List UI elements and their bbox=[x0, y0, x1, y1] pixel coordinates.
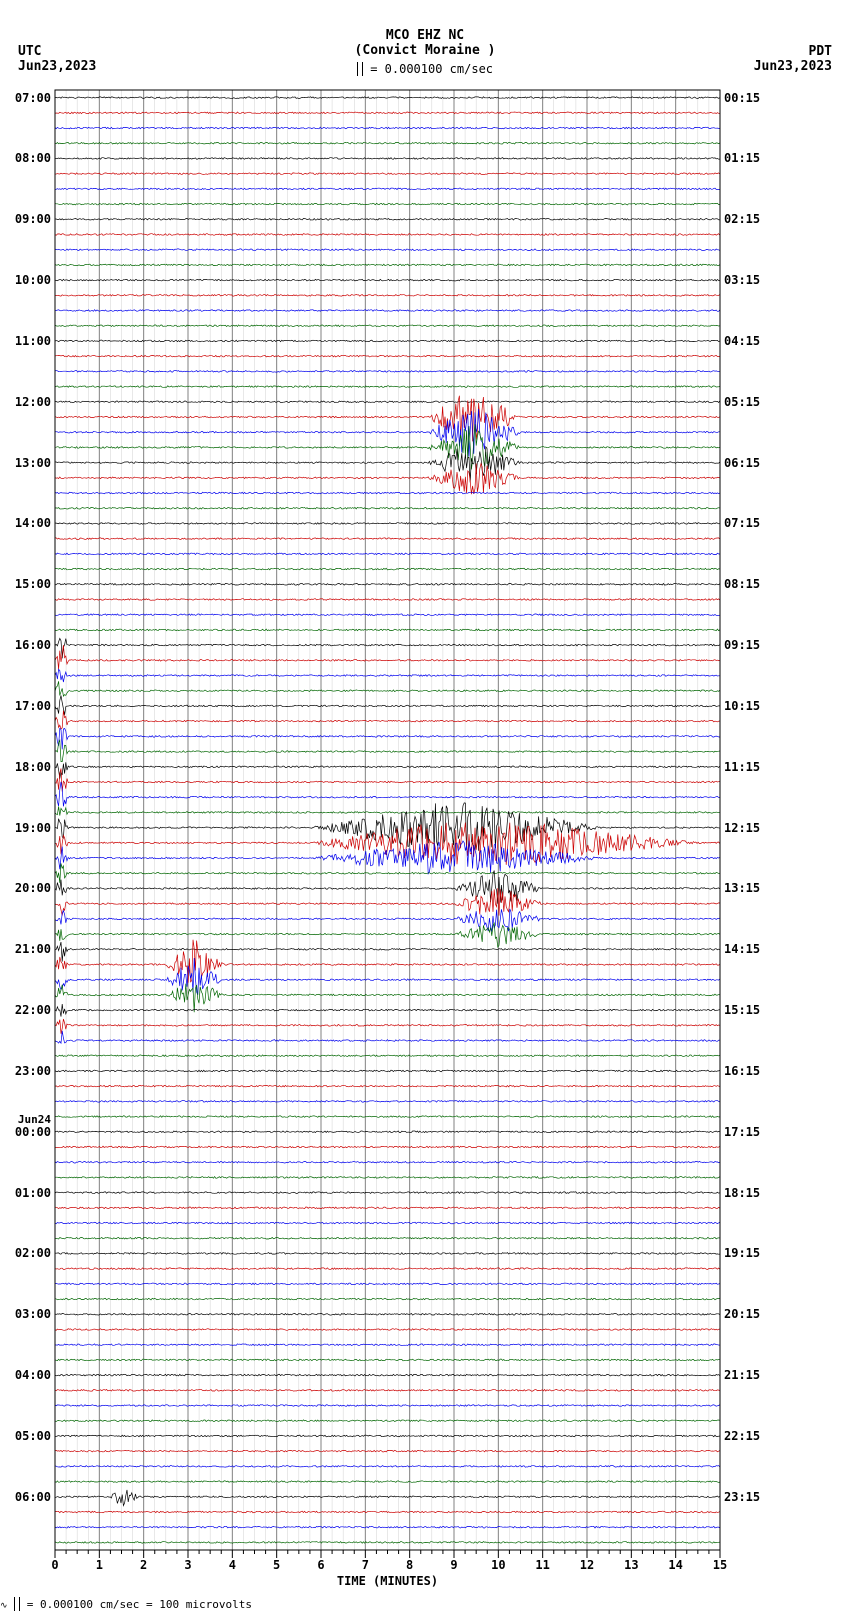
utc-hour-label: 11:00 bbox=[7, 334, 51, 348]
local-corner: PDT Jun23,2023 bbox=[754, 44, 832, 74]
local-hour-label: 08:15 bbox=[724, 577, 760, 591]
utc-label: UTC bbox=[18, 44, 96, 59]
local-hour-label: 04:15 bbox=[724, 334, 760, 348]
local-hour-label: 20:15 bbox=[724, 1307, 760, 1321]
utc-hour-label: 21:00 bbox=[7, 942, 51, 956]
x-tick-label: 5 bbox=[273, 1558, 280, 1572]
local-hour-label: 16:15 bbox=[724, 1064, 760, 1078]
local-hour-label: 18:15 bbox=[724, 1186, 760, 1200]
utc-hour-label: 03:00 bbox=[7, 1307, 51, 1321]
local-hour-label: 17:15 bbox=[724, 1125, 760, 1139]
local-hour-label: 07:15 bbox=[724, 516, 760, 530]
local-hour-label: 13:15 bbox=[724, 881, 760, 895]
utc-hour-label: 09:00 bbox=[7, 212, 51, 226]
x-tick-label: 2 bbox=[140, 1558, 147, 1572]
station-code: MCO EHZ NC bbox=[0, 28, 850, 43]
x-tick-label: 10 bbox=[491, 1558, 505, 1572]
x-tick-label: 14 bbox=[668, 1558, 682, 1572]
x-tick-label: 3 bbox=[184, 1558, 191, 1572]
x-tick-label: 4 bbox=[229, 1558, 236, 1572]
x-tick-label: 12 bbox=[580, 1558, 594, 1572]
local-hour-label: 02:15 bbox=[724, 212, 760, 226]
utc-hour-label: 14:00 bbox=[7, 516, 51, 530]
utc-hour-label: 13:00 bbox=[7, 456, 51, 470]
local-hour-label: 00:15 bbox=[724, 91, 760, 105]
local-hour-label: 14:15 bbox=[724, 942, 760, 956]
header: MCO EHZ NC (Convict Moraine ) = 0.000100… bbox=[0, 28, 850, 77]
local-label: PDT bbox=[754, 44, 832, 59]
local-hour-label: 06:15 bbox=[724, 456, 760, 470]
utc-hour-label: 17:00 bbox=[7, 699, 51, 713]
local-date: Jun23,2023 bbox=[754, 59, 832, 74]
footer-scale-text: = 0.000100 cm/sec = 100 microvolts bbox=[27, 1598, 252, 1611]
local-hour-label: 05:15 bbox=[724, 395, 760, 409]
scale-bar-icon bbox=[14, 1597, 20, 1611]
x-tick-label: 6 bbox=[317, 1558, 324, 1572]
x-axis-label: TIME (MINUTES) bbox=[55, 1574, 720, 1588]
utc-hour-label: 12:00 bbox=[7, 395, 51, 409]
header-scale-text: = 0.000100 cm/sec bbox=[370, 62, 493, 76]
x-tick-label: 11 bbox=[535, 1558, 549, 1572]
footer-scale-prefix: ∿ bbox=[0, 1601, 8, 1611]
local-hour-label: 09:15 bbox=[724, 638, 760, 652]
utc-hour-label: 07:00 bbox=[7, 91, 51, 105]
local-hour-label: 22:15 bbox=[724, 1429, 760, 1443]
utc-hour-label: 02:00 bbox=[7, 1246, 51, 1260]
local-hour-label: 03:15 bbox=[724, 273, 760, 287]
local-hour-label: 11:15 bbox=[724, 760, 760, 774]
x-tick-label: 8 bbox=[406, 1558, 413, 1572]
utc-date: Jun23,2023 bbox=[18, 59, 96, 74]
utc-hour-label: 08:00 bbox=[7, 151, 51, 165]
utc-hour-label: 22:00 bbox=[7, 1003, 51, 1017]
header-scale: = 0.000100 cm/sec bbox=[0, 62, 850, 77]
utc-hour-label: 15:00 bbox=[7, 577, 51, 591]
plot-svg bbox=[55, 90, 720, 1560]
x-tick-label: 7 bbox=[362, 1558, 369, 1572]
local-hour-label: 15:15 bbox=[724, 1003, 760, 1017]
day-marker: Jun24 bbox=[7, 1113, 51, 1126]
x-tick-label: 0 bbox=[51, 1558, 58, 1572]
local-hour-label: 19:15 bbox=[724, 1246, 760, 1260]
scale-bar-icon bbox=[357, 62, 363, 76]
utc-hour-label: 05:00 bbox=[7, 1429, 51, 1443]
station-location: (Convict Moraine ) bbox=[0, 43, 850, 58]
utc-corner: UTC Jun23,2023 bbox=[18, 44, 96, 74]
utc-hour-label: 00:00 bbox=[7, 1125, 51, 1139]
x-tick-label: 1 bbox=[96, 1558, 103, 1572]
x-tick-label: 15 bbox=[713, 1558, 727, 1572]
utc-hour-label: 06:00 bbox=[7, 1490, 51, 1504]
seismogram-plot bbox=[55, 90, 720, 1550]
local-hour-label: 01:15 bbox=[724, 151, 760, 165]
utc-hour-label: 04:00 bbox=[7, 1368, 51, 1382]
local-hour-label: 21:15 bbox=[724, 1368, 760, 1382]
local-hour-label: 23:15 bbox=[724, 1490, 760, 1504]
x-tick-label: 9 bbox=[450, 1558, 457, 1572]
seismogram-page: MCO EHZ NC (Convict Moraine ) = 0.000100… bbox=[0, 0, 850, 1613]
utc-hour-label: 18:00 bbox=[7, 760, 51, 774]
utc-hour-label: 10:00 bbox=[7, 273, 51, 287]
footer-scale: ∿ = 0.000100 cm/sec = 100 microvolts bbox=[0, 1598, 252, 1612]
utc-hour-label: 01:00 bbox=[7, 1186, 51, 1200]
x-tick-label: 13 bbox=[624, 1558, 638, 1572]
local-hour-label: 12:15 bbox=[724, 821, 760, 835]
utc-hour-label: 19:00 bbox=[7, 821, 51, 835]
utc-hour-label: 20:00 bbox=[7, 881, 51, 895]
utc-hour-label: 23:00 bbox=[7, 1064, 51, 1078]
local-hour-label: 10:15 bbox=[724, 699, 760, 713]
utc-hour-label: 16:00 bbox=[7, 638, 51, 652]
